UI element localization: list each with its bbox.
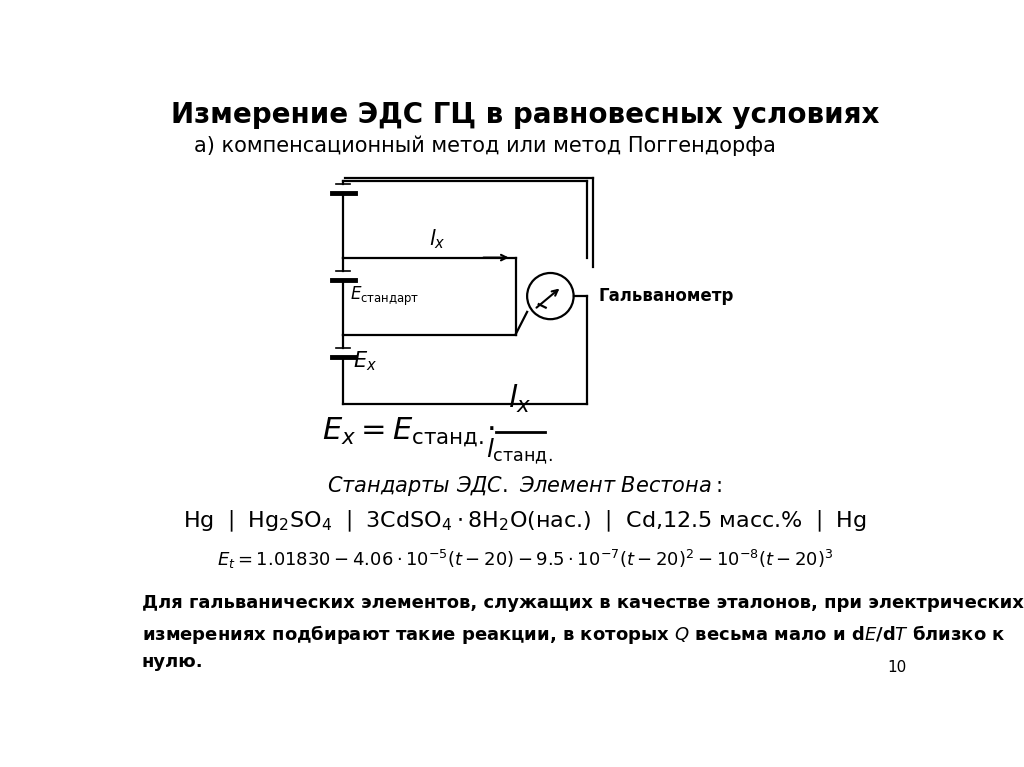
Text: Гальванометр: Гальванометр [598, 287, 734, 305]
Text: $E_x = E_{\mathrm{станд.}}$: $E_x = E_{\mathrm{станд.}}$ [322, 416, 483, 449]
Text: 10: 10 [888, 660, 907, 675]
Text: $E_t = 1.01830 - 4.06\cdot10^{-5}(t-20) - 9.5\cdot10^{-7}(t-20)^2 - 10^{-8}(t-20: $E_t = 1.01830 - 4.06\cdot10^{-5}(t-20) … [217, 548, 833, 571]
Text: Измерение ЭДС ГЦ в равновесных условиях: Измерение ЭДС ГЦ в равновесных условиях [171, 101, 879, 130]
Text: $E_x$: $E_x$ [352, 350, 377, 374]
Text: $l_x$: $l_x$ [429, 228, 445, 252]
Text: измерениях подбирают такие реакции, в которых $Q$ весьма мало и d$E$/d$T$ близко: измерениях подбирают такие реакции, в ко… [142, 624, 1006, 647]
Text: $l_{\mathrm{станд.}}$: $l_{\mathrm{станд.}}$ [486, 436, 553, 466]
Text: Для гальванических элементов, служащих в качестве эталонов, при электрических: Для гальванических элементов, служащих в… [142, 594, 1024, 612]
Text: $l_x$: $l_x$ [508, 384, 531, 416]
Text: $\cdot$: $\cdot$ [486, 414, 495, 443]
Text: а) компенсационный метод или метод Поггендорфа: а) компенсационный метод или метод Погге… [194, 136, 775, 156]
Text: $\mathbf{\mathit{Стандарты\ ЭДС.}}$$\ \mathit{Элемент\ Вестона:}$: $\mathbf{\mathit{Стандарты\ ЭДС.}}$$\ \m… [328, 474, 722, 499]
Text: $E_{\mathrm{стандарт}}$: $E_{\mathrm{стандарт}}$ [349, 285, 419, 308]
Text: нулю.: нулю. [142, 653, 204, 670]
Text: Hg $\mid$ Hg$_2$SO$_4$ $\mid$ 3CdSO$_4\cdot$8H$_2$O(нас.) $\mid$ Cd,12.5 масс.% : Hg $\mid$ Hg$_2$SO$_4$ $\mid$ 3CdSO$_4\c… [183, 509, 866, 534]
